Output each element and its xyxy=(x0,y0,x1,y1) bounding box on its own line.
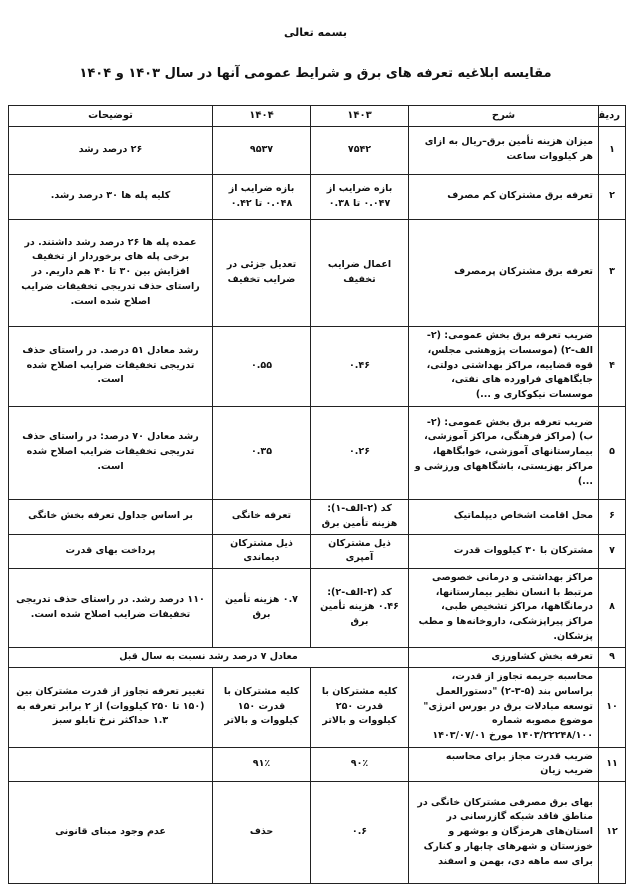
description: محاسبه جریمه تجاوز از قدرت، براساس بند (… xyxy=(408,666,599,748)
row-number: ۴ xyxy=(598,325,626,407)
table-row: ۲ تعرفه برق مشترکان کم مصرف بازه ضرایب از … xyxy=(8,173,626,220)
row-number: ۸ xyxy=(598,567,626,648)
description: تعرفه برق مشترکان کم مصرف xyxy=(408,173,599,220)
value-1403: اعمال ضرایب تخفیف xyxy=(310,218,409,327)
description: مشترکان با ۳۰ کیلووات قدرت xyxy=(408,533,599,569)
value-1403: ذیل مشترکان آمپری xyxy=(310,533,409,569)
column-header: توضیحات xyxy=(8,105,213,127)
value-1404: کلیه مشترکان با قدرت ۱۵۰ کیلووات و بالات… xyxy=(212,666,311,748)
table-row: ۱۲ بهای برق مصرفی مشترکان خانگی در مناطق … xyxy=(8,780,626,884)
table-row: ۱۰ محاسبه جریمه تجاوز از قدرت، براساس بند… xyxy=(8,666,626,748)
row-number: ۱۲ xyxy=(598,780,626,884)
value-1403: کد (۲-الف-۲): ۰.۴۶ هزینه تأمین برق xyxy=(310,567,409,648)
note: کلیه پله ها ۳۰ درصد رشد. xyxy=(8,173,213,220)
table-row: ۳ تعرفه برق مشترکان پرمصرف اعمال ضرایب تخف… xyxy=(8,218,626,327)
row-number: ۲ xyxy=(598,173,626,220)
note: پرداخت بهای قدرت xyxy=(8,533,213,569)
table-row: ۶ محل اقامت اشخاص دیپلماتیک کد (۲-الف-۱): … xyxy=(8,498,626,535)
note: تغییر تعرفه تجاوز از قدرت مشترکان بین (۱… xyxy=(8,666,213,748)
value-1403: کلیه مشترکان با قدرت ۲۵۰ کیلووات و بالات… xyxy=(310,666,409,748)
row-number: ۱ xyxy=(598,125,626,175)
note xyxy=(8,746,213,782)
value-1404: تعرفه خانگی xyxy=(212,498,311,535)
basmala: بسمه تعالی xyxy=(284,26,347,39)
row-number: ۷ xyxy=(598,533,626,569)
value-1403: ۷۵۴۲ xyxy=(310,125,409,175)
value-1404: ۰.۷ هزینه تأمین برق xyxy=(212,567,311,648)
value-1404: ۰.۳۵ xyxy=(212,405,311,500)
table-row: ۱ میزان هزینه تأمین برق–ریال به ازای هر ک… xyxy=(8,125,626,175)
column-header: شرح xyxy=(408,105,599,127)
note: ۱۱۰ درصد رشد. در راستای حذف تدریجی تخفیف… xyxy=(8,567,213,648)
header-row: ردیفشرح۱۴۰۳۱۴۰۴توضیحات xyxy=(8,105,626,127)
value-1404: ۹۱٪ xyxy=(212,746,311,782)
column-header: ۱۴۰۴ xyxy=(212,105,311,127)
column-header: ردیف xyxy=(598,105,626,127)
note: عمده پله ها ۲۶ درصد رشد داشتند. در برخی … xyxy=(8,218,213,327)
value-1404: ذیل مشترکان دیماندی xyxy=(212,533,311,569)
description: ضریب تعرفه برق بخش عمومی: (۲-ب) (مراکز ف… xyxy=(408,405,599,500)
row-number: ۶ xyxy=(598,498,626,535)
table-row: ۹ تعرفه بخش کشاورزی معادل ۷ درصد رشد نسبت … xyxy=(8,646,626,668)
table-row: ۷ مشترکان با ۳۰ کیلووات قدرت ذیل مشترکان آ… xyxy=(8,533,626,569)
value-1404: ۰.۵۵ xyxy=(212,325,311,407)
table-body: ۱ میزان هزینه تأمین برق–ریال به ازای هر ک… xyxy=(8,125,626,884)
table-row: ۵ ضریب تعرفه برق بخش عمومی: (۲-ب) (مراکز … xyxy=(8,405,626,500)
note: ۲۶ درصد رشد xyxy=(8,125,213,175)
value-1403: ۰.۴۶ xyxy=(310,325,409,407)
page: {"header":{"basmala":"بسمه تعالی","title… xyxy=(8,26,626,884)
description: مراکز بهداشتی و درمانی خصوصی مرتبط با ان… xyxy=(408,567,599,648)
column-header: ۱۴۰۳ xyxy=(310,105,409,127)
value-1403: کد (۲-الف-۱): هزینه تأمین برق xyxy=(310,498,409,535)
description: بهای برق مصرفی مشترکان خانگی در مناطق فا… xyxy=(408,780,599,884)
value-1403: ۹۰٪ xyxy=(310,746,409,782)
value-1404: تعدیل جزئی در ضرایب تخفیف xyxy=(212,218,311,327)
description: ضریب قدرت مجاز برای محاسبه ضریب زیان xyxy=(408,746,599,782)
note: رشد معادل ۷۰ درصد: در راستای حذف تدریجی … xyxy=(8,405,213,500)
value-1404: بازه ضرایب از ۰.۰۴۸ تا ۰.۴۲ xyxy=(212,173,311,220)
description: تعرفه برق مشترکان پرمصرف xyxy=(408,218,599,327)
row-number: ۳ xyxy=(598,218,626,327)
merged-cell: معادل ۷ درصد رشد نسبت به سال قبل xyxy=(8,646,409,668)
note: بر اساس جداول تعرفه بخش خانگی xyxy=(8,498,213,535)
table-row: ۴ ضریب تعرفه برق بخش عمومی: (۲-الف-۲) (مو… xyxy=(8,325,626,407)
note: رشد معادل ۵۱ درصد. در راستای حذف تدریجی … xyxy=(8,325,213,407)
description: ضریب تعرفه برق بخش عمومی: (۲-الف-۲) (موس… xyxy=(408,325,599,407)
document: بسمه تعالی مقایسه ابلاغیه تعرفه های برق … xyxy=(8,26,626,884)
table-row: ۱۱ ضریب قدرت مجاز برای محاسبه ضریب زیان ۹۰… xyxy=(8,746,626,782)
row-number: ۱۱ xyxy=(598,746,626,782)
row-number: ۵ xyxy=(598,405,626,500)
note: عدم وجود مبنای قانونی xyxy=(8,780,213,884)
value-1404: ۹۵۳۷ xyxy=(212,125,311,175)
description: محل اقامت اشخاص دیپلماتیک xyxy=(408,498,599,535)
value-1403: بازه ضرایب از ۰.۰۴۷ تا ۰.۳۸ xyxy=(310,173,409,220)
description: میزان هزینه تأمین برق–ریال به ازای هر کی… xyxy=(408,125,599,175)
table-row: ۸ مراکز بهداشتی و درمانی خصوصی مرتبط با ا… xyxy=(8,567,626,648)
row-number: ۱۰ xyxy=(598,666,626,748)
value-1404: حذف xyxy=(212,780,311,884)
title: مقایسه ابلاغیه تعرفه های برق و شرایط عمو… xyxy=(79,66,552,81)
description: تعرفه بخش کشاورزی xyxy=(408,646,599,668)
value-1403: ۰.۶ xyxy=(310,780,409,884)
row-number: ۹ xyxy=(598,646,626,668)
value-1403: ۰.۲۶ xyxy=(310,405,409,500)
